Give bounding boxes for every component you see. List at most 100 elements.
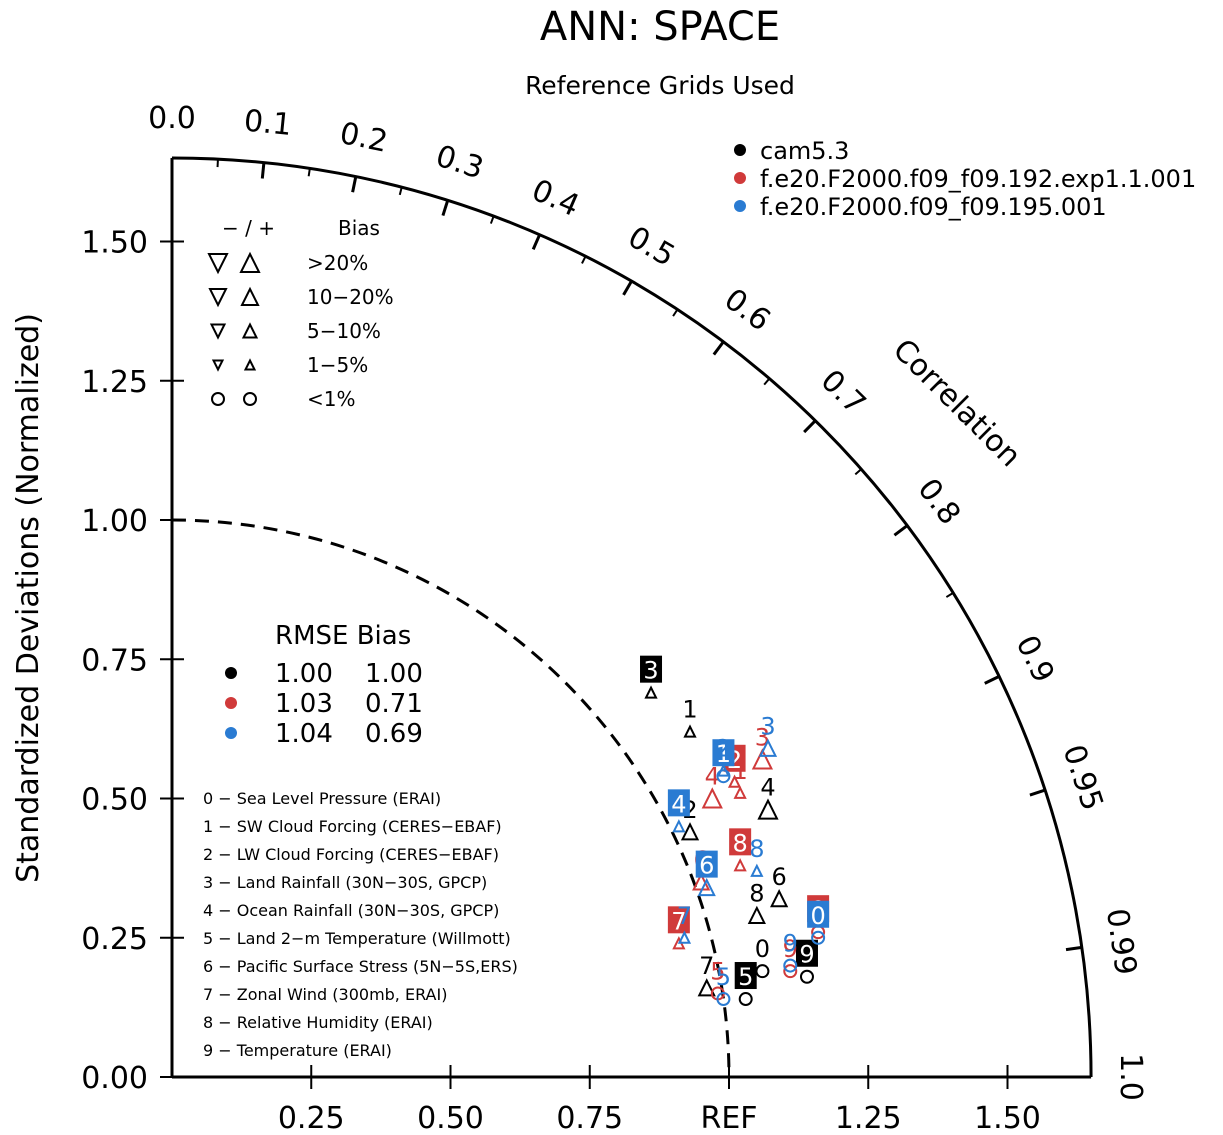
bias-legend-label: <1% xyxy=(307,387,356,411)
point-label: 6 xyxy=(771,863,786,891)
x-tick-label: 0.75 xyxy=(556,1101,623,1135)
point-label: 9 xyxy=(783,930,798,958)
bias-circle xyxy=(243,392,257,406)
rmse-value: 1.04 xyxy=(275,719,333,749)
y-tick-label: 0.25 xyxy=(81,922,148,957)
point-marker xyxy=(727,774,742,788)
variable-item: 9 − Temperature (ERAI) xyxy=(203,1041,392,1060)
y-tick-label: 1.00 xyxy=(81,504,148,539)
corr-tick-label: 0.2 xyxy=(337,116,391,160)
corr-major-tick xyxy=(622,280,633,296)
rmse-dot xyxy=(225,697,237,709)
rmse-header: RMSE Bias xyxy=(275,621,411,651)
corr-tick-label: 0.5 xyxy=(622,220,681,274)
corr-tick-label: 0.7 xyxy=(814,363,873,421)
point-label: 7 xyxy=(671,907,686,935)
bias-up-triangle xyxy=(240,286,260,306)
corr-tick-label: 0.6 xyxy=(718,282,777,339)
corr-minor-tick xyxy=(945,592,954,598)
bias-down-triangle xyxy=(208,288,228,308)
point-label: 3 xyxy=(643,657,658,685)
bias-value: 0.69 xyxy=(365,719,423,749)
corr-major-tick xyxy=(351,176,358,193)
corr-tick-label: 0.0 xyxy=(148,101,196,136)
point-label: 6 xyxy=(699,852,714,880)
bias-value: 1.00 xyxy=(365,659,423,689)
point-label: 7 xyxy=(677,902,692,930)
point-label-box xyxy=(807,900,830,928)
bias-legend-label: 5−10% xyxy=(307,319,381,343)
point-marker xyxy=(750,863,764,877)
point-label: 1 xyxy=(682,696,697,724)
rmse-dot xyxy=(225,727,237,739)
variable-item: 5 − Land 2−m Temperature (Willmott) xyxy=(203,929,511,948)
corr-minor-tick xyxy=(307,168,311,177)
chart-subtitle: Reference Grids Used xyxy=(525,71,795,100)
point-marker xyxy=(747,905,766,924)
point-marker xyxy=(811,930,826,945)
corr-minor-tick xyxy=(672,308,679,317)
point-label: 8 xyxy=(749,835,764,863)
variable-item: 8 − Relative Humidity (ERAI) xyxy=(203,1013,433,1032)
point-marker xyxy=(755,964,770,979)
point-label: 4 xyxy=(705,763,720,791)
point-label-box xyxy=(640,655,663,683)
corr-tick-label: 0.3 xyxy=(432,139,488,187)
point-label: 8 xyxy=(732,829,747,857)
y-tick-label: 1.50 xyxy=(81,226,148,261)
corr-minor-tick xyxy=(854,468,862,476)
point-label-box xyxy=(795,939,818,967)
point-label: 7 xyxy=(699,952,714,980)
model-legend-dot xyxy=(734,172,746,184)
point-marker xyxy=(751,748,774,770)
bias-down-triangle xyxy=(209,323,227,340)
corr-tick-label: 0.95 xyxy=(1056,741,1110,815)
point-label-box xyxy=(667,789,690,817)
correlation-arc xyxy=(171,156,1093,1078)
point-label: 4 xyxy=(671,790,686,818)
point-label-box xyxy=(729,828,752,856)
corr-minor-tick xyxy=(489,215,495,224)
y-tick-label: 0.75 xyxy=(81,643,148,678)
reference-arc xyxy=(171,518,731,1078)
reference-label: REF xyxy=(700,1101,757,1135)
bias-down-triangle xyxy=(207,253,229,275)
variable-item: 1 − SW Cloud Forcing (CERES−EBAF) xyxy=(203,817,502,836)
y-tick-label: 0.00 xyxy=(81,1061,148,1096)
point-label: 1 xyxy=(716,740,731,768)
corr-minor-tick xyxy=(581,255,587,264)
x-tick-label: 0.25 xyxy=(278,1101,345,1135)
corr-tick-label: 0.4 xyxy=(527,173,585,224)
model-legend-dot xyxy=(734,144,746,156)
corr-major-tick xyxy=(984,675,1000,685)
bias-legend-sign: − / + xyxy=(222,216,275,240)
point-marker xyxy=(701,787,723,809)
corr-tick-label: 0.1 xyxy=(242,103,293,143)
variable-item: 3 − Land Rainfall (30N−30S, GPCP) xyxy=(203,873,487,892)
bias-circle xyxy=(211,392,225,406)
bias-value: 0.71 xyxy=(365,689,423,719)
point-marker xyxy=(644,685,658,699)
y-tick-label: 1.25 xyxy=(81,365,148,400)
chart-title: ANN: SPACE xyxy=(540,4,780,50)
point-marker xyxy=(758,738,778,757)
x-tick-label: 1.25 xyxy=(835,1101,902,1135)
variable-item: 6 − Pacific Surface Stress (5N−5S,ERS) xyxy=(203,957,518,976)
model-legend-label: f.e20.F2000.f09_f09.195.001 xyxy=(760,193,1107,221)
point-label-box xyxy=(695,850,718,878)
point-marker xyxy=(733,858,747,872)
point-label: 5 xyxy=(710,957,725,985)
point-marker xyxy=(680,822,700,841)
corr-major-tick xyxy=(1065,945,1083,952)
point-label-box xyxy=(712,739,735,767)
y-axis-label: Standardized Deviations (Normalized) xyxy=(11,313,46,883)
reference-arc-group xyxy=(171,518,731,1078)
model-legend-dot xyxy=(734,200,746,212)
bias-up-triangle xyxy=(243,358,257,371)
corr-minor-tick xyxy=(1037,789,1046,794)
bias-legend-label: 1−5% xyxy=(307,353,368,377)
point-marker xyxy=(683,724,697,738)
point-marker xyxy=(697,877,716,897)
corr-major-tick xyxy=(712,340,725,356)
